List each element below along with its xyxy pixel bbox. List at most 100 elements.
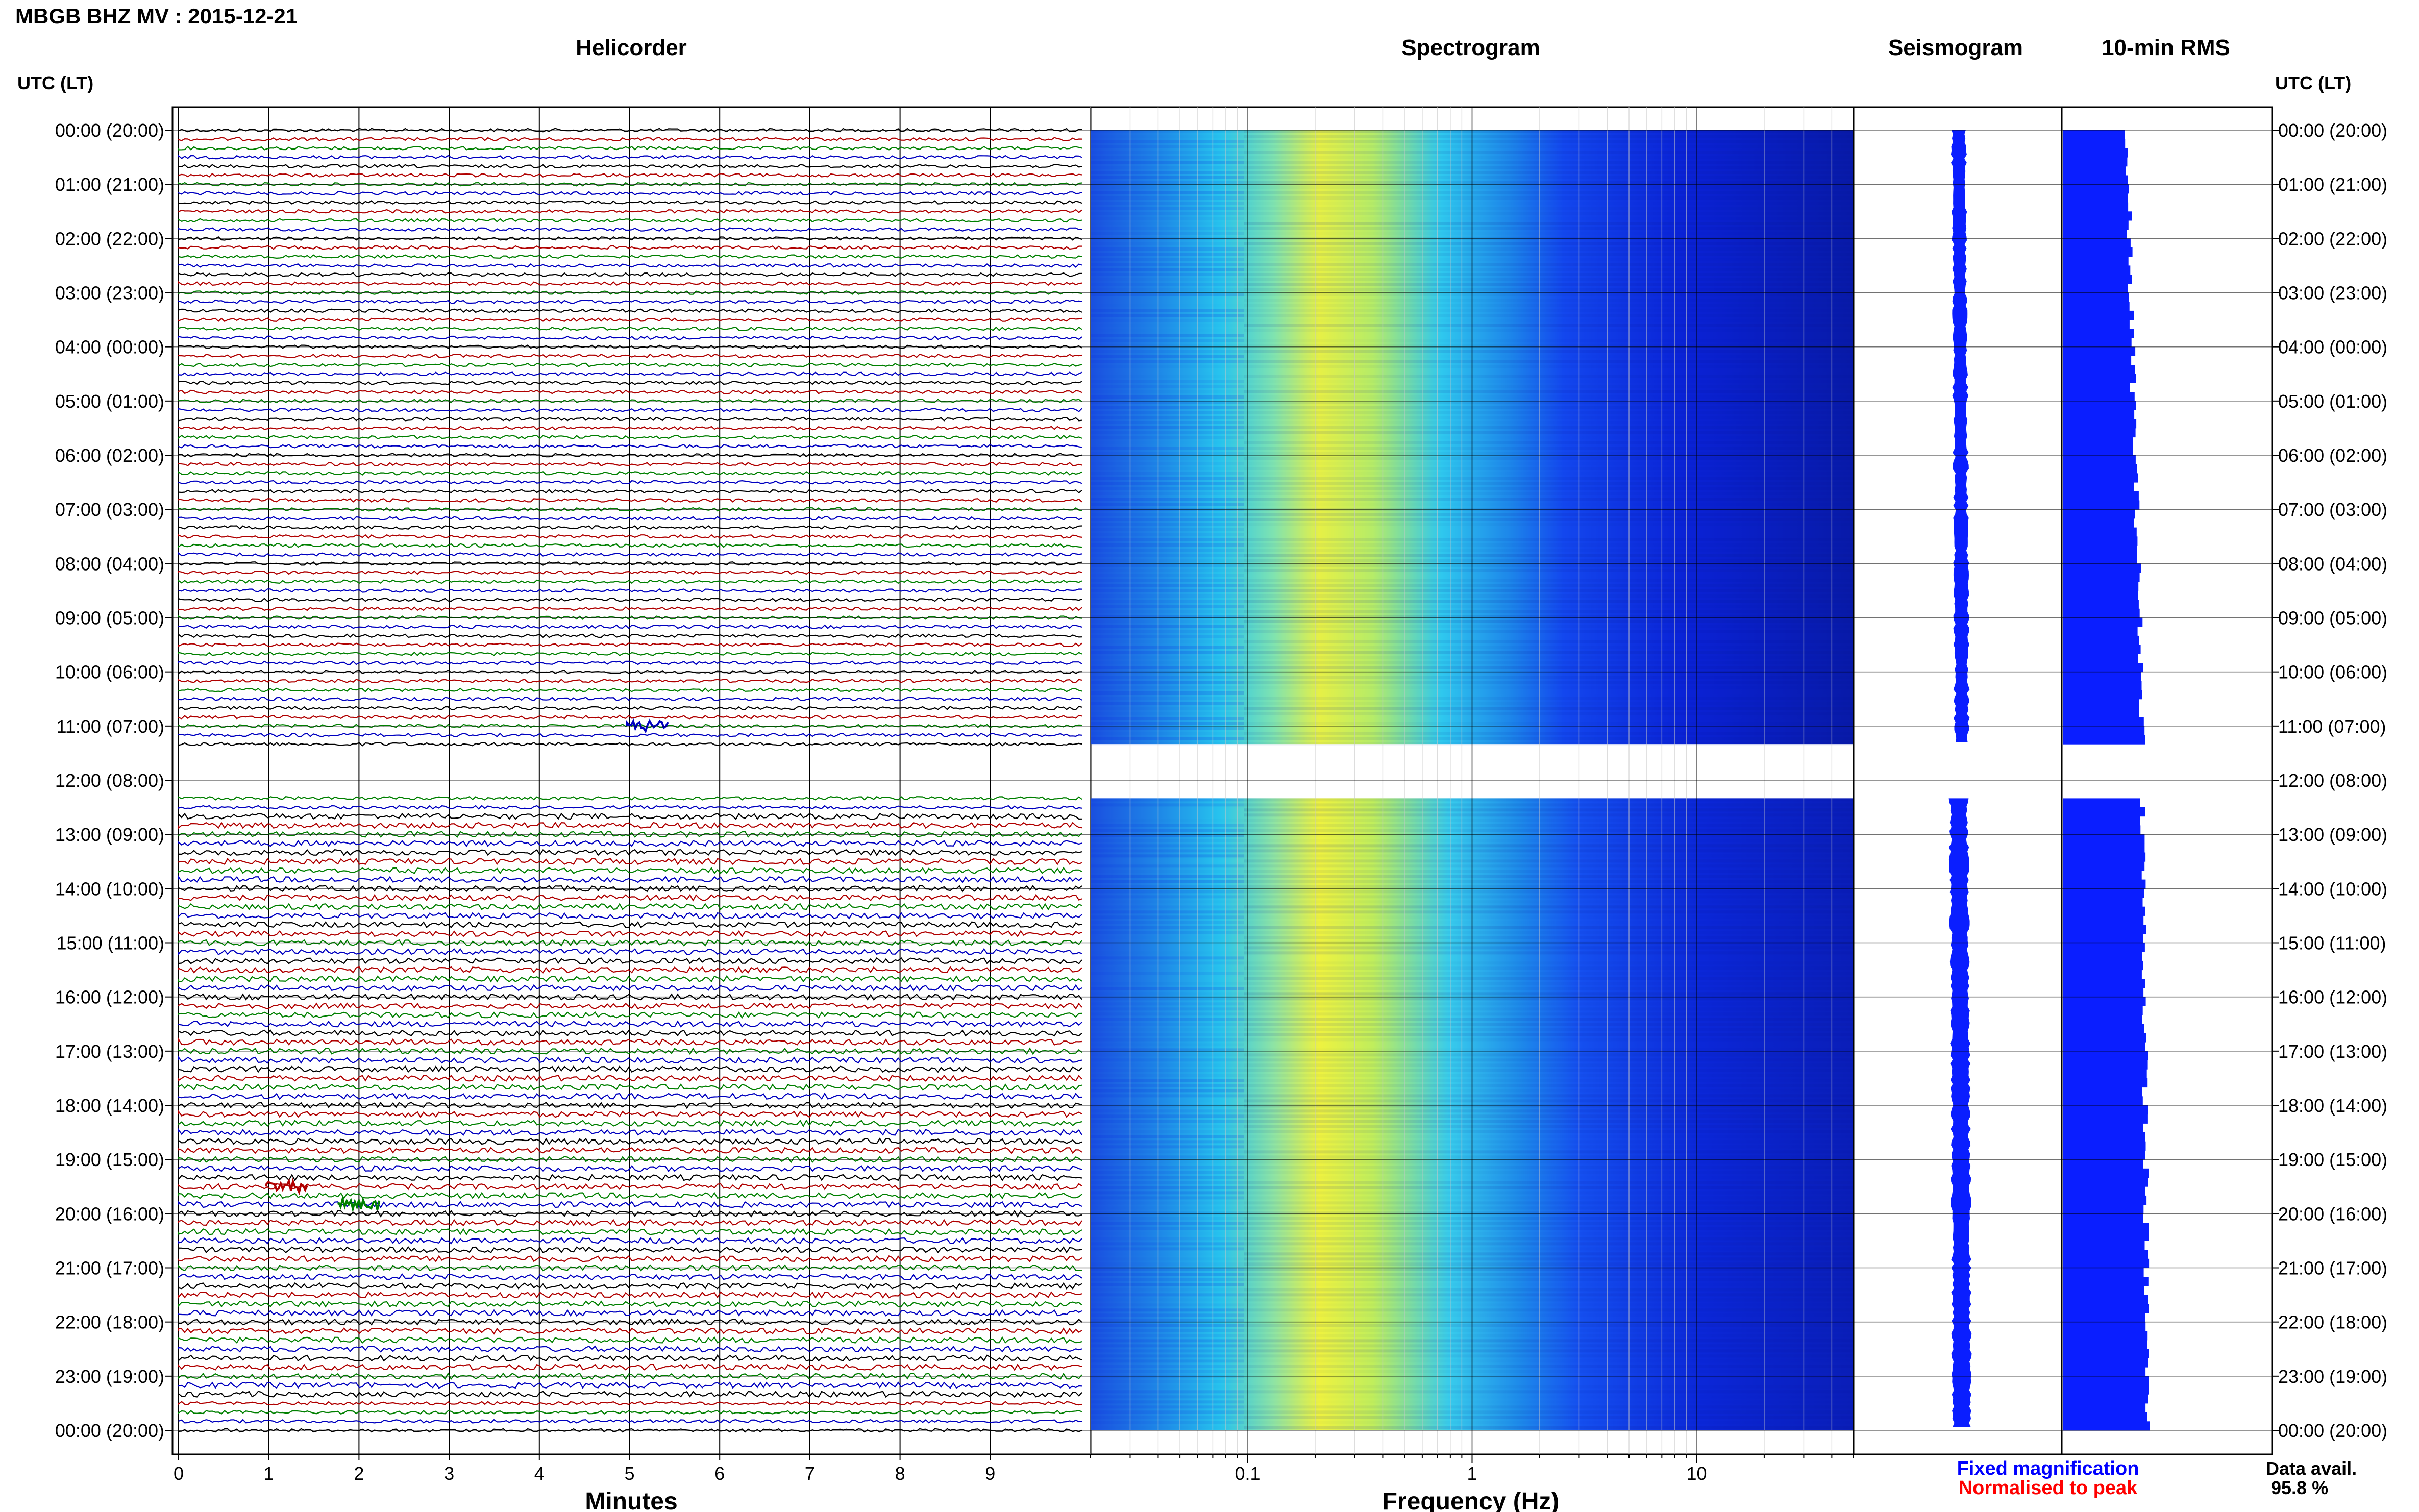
spectrogram-band [1091, 1058, 1244, 1062]
spectrogram-band [1091, 712, 1244, 715]
spectrogram-band [1244, 707, 1854, 710]
spectrogram-band [1091, 1339, 1244, 1343]
spectrogram-band [1091, 1160, 1244, 1163]
spectrogram-band [1091, 1308, 1244, 1312]
rms-bar [2063, 275, 2132, 284]
spectrogram-band [1091, 671, 1244, 674]
spectrogram-band [1091, 926, 1244, 929]
spectrogram-band [1091, 431, 1244, 434]
spectrogram-band [1244, 1028, 1854, 1031]
spectrogram-band [1244, 278, 1854, 281]
spectrogram-band [1244, 324, 1854, 327]
spectrogram-band [1244, 900, 1854, 903]
rms-bar [2063, 518, 2134, 528]
spectrogram-band [1244, 395, 1854, 399]
helicorder-trace [178, 839, 1082, 848]
spectrogram-band [1244, 681, 1854, 684]
rms-bar [2063, 1195, 2147, 1205]
spectrogram-band [1244, 482, 1854, 485]
minute-tick-label: 3 [444, 1463, 454, 1484]
spectrogram-band [1091, 406, 1244, 409]
helicorder-trace [178, 606, 1082, 611]
helicorder-trace [178, 1192, 1082, 1200]
time-label-right: 09:00 (05:00) [2278, 608, 2387, 629]
spectrogram-band [1091, 844, 1244, 848]
helicorder-trace [178, 796, 1082, 801]
spectrogram-band [1091, 1002, 1244, 1006]
spectrogram-band [1244, 263, 1854, 266]
helicorder-trace [178, 561, 1082, 566]
helicorder-trace [178, 1183, 1082, 1191]
spectrogram-band [1091, 436, 1244, 439]
spectrogram-band [1091, 477, 1244, 480]
helicorder-trace [178, 615, 1082, 621]
time-label-left: 15:00 (11:00) [57, 933, 164, 954]
spectrogram-band [1091, 293, 1244, 296]
spectrogram-band [1244, 523, 1854, 526]
rms-bar [2063, 1349, 2149, 1358]
spectrogram-band [1091, 319, 1244, 322]
rms-bar [2063, 627, 2138, 636]
spectrogram-band [1091, 905, 1244, 909]
spectrogram-band [1244, 1069, 1854, 1072]
spectrogram-band [1091, 1104, 1244, 1108]
rms-bar [2063, 356, 2132, 365]
spectrogram-band [1244, 1171, 1854, 1174]
time-label-right: 07:00 (03:00) [2278, 499, 2387, 520]
spectrogram-band [1091, 854, 1244, 858]
spectrogram-band [1091, 849, 1244, 853]
spectrogram-band [1091, 829, 1244, 832]
rms-bar [2063, 915, 2144, 925]
rms-bar [2063, 256, 2129, 266]
spectrogram-band [1091, 457, 1244, 460]
rms-bar [2063, 1223, 2149, 1232]
rms-bar [2063, 473, 2138, 483]
helicorder-trace [178, 1354, 1082, 1362]
rms-bar [2063, 392, 2135, 402]
spectrogram-band [1091, 518, 1244, 521]
time-label-right: 18:00 (14:00) [2278, 1095, 2387, 1116]
helicorder-trace [178, 948, 1082, 956]
rms-bar [2063, 861, 2145, 871]
spectrogram-band [1244, 1324, 1854, 1327]
time-label-left: 04:00 (00:00) [55, 337, 164, 358]
helicorder-trace [178, 218, 1082, 223]
time-label-left: 13:00 (09:00) [55, 824, 164, 845]
spectrogram-band [1091, 283, 1244, 286]
spectrogram-band [1244, 171, 1854, 174]
rms-bar [2063, 925, 2146, 934]
rms-bar [2063, 1277, 2149, 1286]
rms-bar [2063, 690, 2142, 700]
helicorder-trace [178, 975, 1082, 983]
spectrogram-band [1091, 1257, 1244, 1260]
spectrogram-band [1244, 931, 1854, 934]
spectrogram-band [1244, 630, 1854, 633]
spectrogram-band [1091, 421, 1244, 424]
helicorder-trace [178, 921, 1082, 929]
spectrogram-band [1244, 319, 1854, 322]
helicorder-trace [178, 489, 1082, 494]
rms-bar [2063, 1114, 2148, 1124]
spectrogram-band [1244, 1385, 1854, 1388]
helicorder-trace [178, 875, 1082, 883]
spectrogram-band [1091, 447, 1244, 450]
helicorder-trace [178, 732, 1082, 737]
spectrogram-band [1091, 1140, 1244, 1144]
time-label-right: 12:00 (08:00) [2278, 770, 2387, 791]
time-label-left: 17:00 (13:00) [55, 1041, 164, 1062]
spectrogram-band [1244, 1099, 1854, 1103]
spectrogram-band [1244, 880, 1854, 883]
spectrogram-band [1091, 314, 1244, 317]
spectrogram-band [1244, 997, 1854, 1001]
utc-label-right: UTC (LT) [2275, 72, 2351, 93]
spectrogram-band [1091, 742, 1244, 746]
helicorder-trace [178, 1083, 1082, 1091]
spectrogram-band [1244, 1298, 1854, 1302]
spectrogram-band [1091, 1038, 1244, 1042]
spectrogram-band [1244, 982, 1854, 985]
rms-bar [2063, 338, 2132, 348]
spectrogram-band [1091, 130, 1244, 133]
helicorder-trace [178, 172, 1082, 178]
rms-bar [2063, 979, 2145, 988]
rms-bar [2063, 1385, 2149, 1395]
